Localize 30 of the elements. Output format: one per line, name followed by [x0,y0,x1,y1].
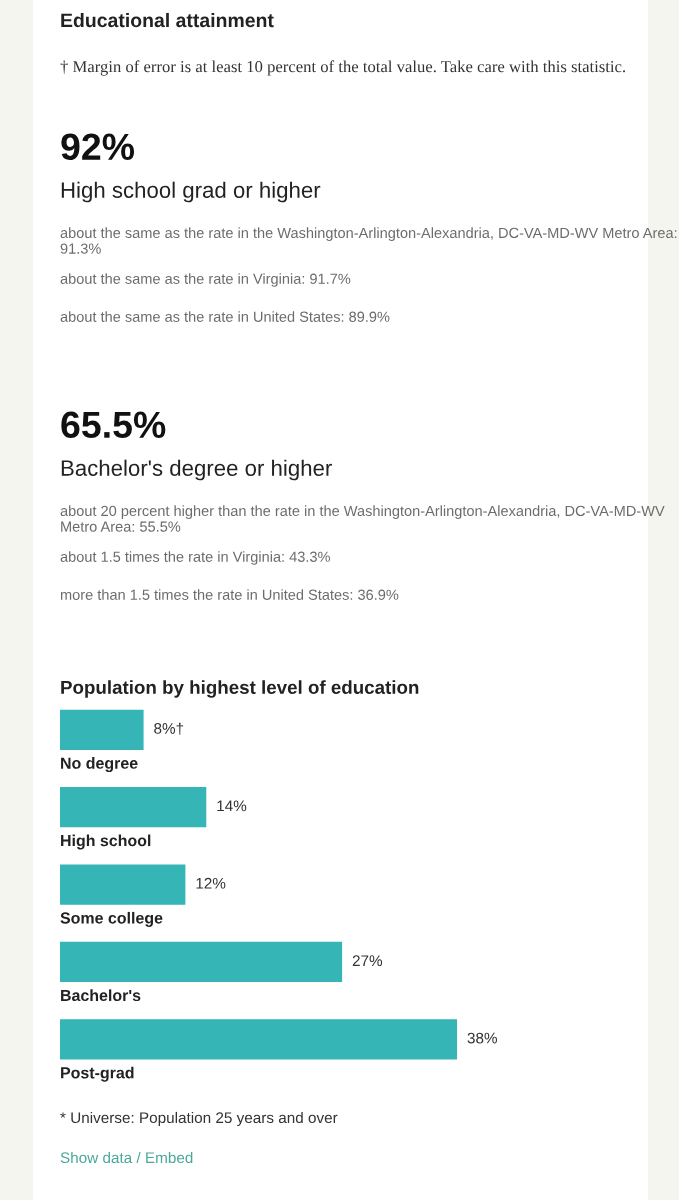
bar [60,864,186,905]
data-label: 27% [352,955,383,967]
category-label: High school grad or higher [61,181,321,203]
bar [60,787,207,828]
y-tick-label: Post-grad [61,1066,134,1082]
data-label: 92% [61,133,135,161]
text: Show data / Embed [60,1151,193,1164]
text: Educational attainment [61,12,274,28]
y-tick-label: Bachelor's [61,989,141,1002]
data-label: 65.5% [61,411,166,439]
text: † Margin of error is at least 10 percent of the total value. Take care with this statistic. [60,60,626,76]
y-tick-label: Some college [60,911,163,927]
text: about the same as the rate in United States: 89.9% [60,311,390,322]
data-label: 8%† [154,722,184,735]
annotation: * Universe: Population 25 years and over [60,1111,338,1127]
data-label: 14% [217,800,247,812]
bar [60,941,343,983]
data-label: 12% [196,877,226,889]
text: more than 1.5 times the rate in United States: 36.9% [60,589,399,600]
chart-title: Population by highest level of education [61,680,419,698]
text: about 20 percent higher than the rate in the Washington-Arlington-Alexandria, DC-VA-MD-WV Metro Area: 55.5% [60,505,665,532]
data-label: 38% [467,1032,498,1044]
text: about the same as the rate in Virginia: 91.7% [60,273,351,287]
text: about 1.5 times the rate in Virginia: 43.3% [60,551,330,565]
text: about the same as the rate in the Washington-Arlington-Alexandria, DC-VA-MD-WV Metro Area: 91.3% [60,227,677,254]
bar [60,1019,458,1060]
bar [60,709,144,750]
category-label: Bachelor's degree or higher [61,459,332,481]
y-tick-label: No degree [61,757,138,773]
y-tick-label: High school [61,834,151,850]
